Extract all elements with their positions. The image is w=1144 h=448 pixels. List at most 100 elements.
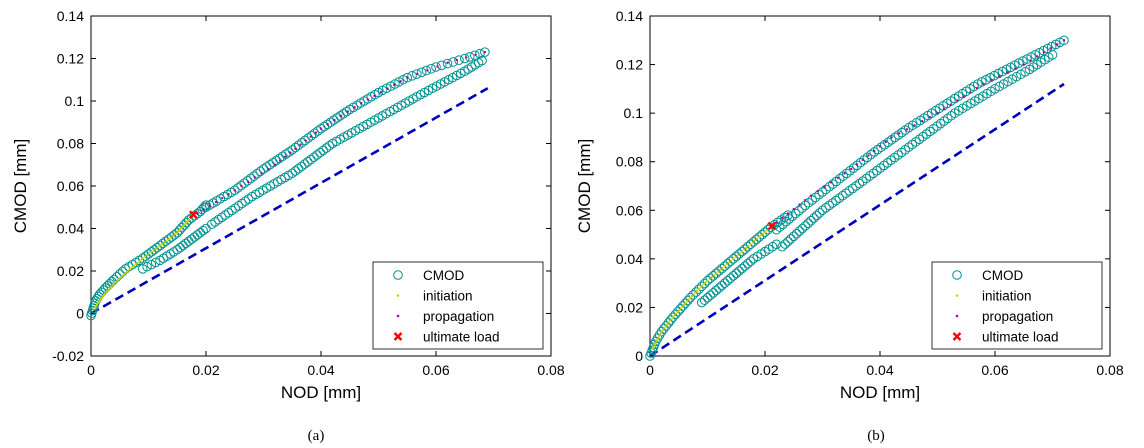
y-tick-label: 0 — [635, 348, 643, 364]
initiation-point — [692, 293, 695, 296]
initiation-point — [694, 291, 697, 294]
cmod-point — [889, 152, 900, 163]
initiation-point — [186, 220, 189, 223]
cmod-point — [297, 137, 307, 148]
propagation-point — [798, 203, 801, 206]
propagation-point — [426, 68, 429, 72]
initiation-point — [758, 235, 761, 239]
propagation-point — [920, 120, 924, 123]
cmod-point — [705, 290, 716, 301]
cmod-point — [407, 71, 417, 81]
initiation-point — [715, 272, 718, 275]
cmod-point — [341, 106, 352, 117]
propagation-point — [1029, 59, 1032, 62]
y-tick-label: 0.08 — [616, 154, 643, 170]
initiation-point — [129, 267, 132, 270]
initiation-point — [710, 275, 713, 279]
cmod-point — [897, 127, 907, 138]
legend-cmod-marker — [952, 270, 962, 280]
initiation-point — [661, 328, 665, 331]
cmod-point — [734, 249, 744, 259]
cmod-point — [734, 266, 744, 276]
propagation-point — [346, 110, 350, 113]
cmod-point — [719, 261, 730, 271]
initiation-point — [141, 257, 144, 260]
propagation-point — [202, 208, 205, 211]
propagation-point — [990, 78, 993, 82]
legend: CMOD initiation propagation ultimate load — [372, 261, 544, 350]
initiation-point — [150, 250, 153, 253]
initiation-point — [176, 231, 179, 234]
initiation-point — [704, 281, 707, 284]
cmod-point — [817, 205, 828, 216]
y-tick-label: 0.12 — [57, 51, 84, 67]
cmod-point — [811, 210, 822, 221]
initiation-point — [745, 246, 748, 250]
cmod-point — [896, 147, 907, 158]
cmod-point — [790, 208, 801, 219]
cmod-point — [312, 150, 322, 160]
cmod-point — [230, 203, 241, 213]
cmod-point — [728, 254, 739, 264]
cmod-point — [290, 142, 301, 153]
propagation-point — [850, 167, 853, 171]
initiation-point — [180, 226, 183, 230]
cmod-point — [678, 301, 688, 311]
initiation-point — [179, 228, 182, 231]
cmod-point — [290, 166, 301, 176]
propagation-point — [208, 204, 212, 208]
cmod-point — [848, 163, 859, 173]
initiation-point — [669, 319, 672, 322]
propagation-point — [366, 98, 370, 101]
initiation-point — [682, 303, 686, 306]
panel-caption: (b) — [867, 428, 885, 444]
propagation-point — [353, 106, 356, 109]
propagation-point — [214, 200, 218, 204]
propagation-point — [949, 103, 952, 107]
cmod-point — [717, 263, 727, 274]
cmod-point — [142, 261, 152, 272]
initiation-point — [98, 300, 101, 303]
cmod-point — [831, 176, 842, 187]
cmod-point — [865, 171, 875, 181]
cmod-point — [663, 318, 674, 328]
initiation-point — [171, 234, 175, 238]
initiation-point — [679, 307, 682, 310]
cmod-point — [673, 306, 683, 317]
initiation-point — [127, 269, 131, 272]
y-tick-label: 0.02 — [616, 299, 643, 315]
initiation-point — [99, 298, 102, 301]
cmod-point — [324, 140, 335, 151]
cmod-point — [740, 261, 750, 271]
propagation-point — [1014, 67, 1017, 70]
cmod-point — [791, 228, 802, 239]
propagation-point — [455, 58, 459, 62]
propagation-point — [913, 124, 916, 127]
propagation-point — [221, 196, 224, 200]
propagation-point — [196, 212, 199, 215]
legend-cmod-marker — [393, 270, 403, 280]
propagation-point — [1056, 43, 1059, 46]
propagation-point — [326, 123, 329, 126]
propagation-point — [816, 190, 819, 193]
cmod-point — [831, 195, 841, 206]
cmod-point — [661, 321, 671, 331]
y-tick-label: 0 — [76, 306, 84, 322]
cmod-point — [928, 124, 939, 134]
cmod-point — [682, 295, 693, 306]
propagation-point — [483, 50, 487, 54]
initiation-point — [664, 325, 667, 328]
cmod-point — [847, 183, 858, 194]
initiation-point — [663, 326, 666, 330]
initiation-point — [681, 305, 684, 308]
propagation-point — [392, 83, 396, 87]
cmod-point — [731, 268, 742, 279]
x-axis-label: NOD [mm] — [281, 383, 361, 402]
cmod-point — [745, 239, 756, 250]
propagation-point — [843, 172, 846, 175]
cmod-point — [725, 256, 736, 267]
initiation-point — [656, 338, 659, 341]
cmod-point — [837, 190, 848, 201]
propagation-point — [829, 181, 833, 184]
initiation-point — [690, 294, 694, 298]
